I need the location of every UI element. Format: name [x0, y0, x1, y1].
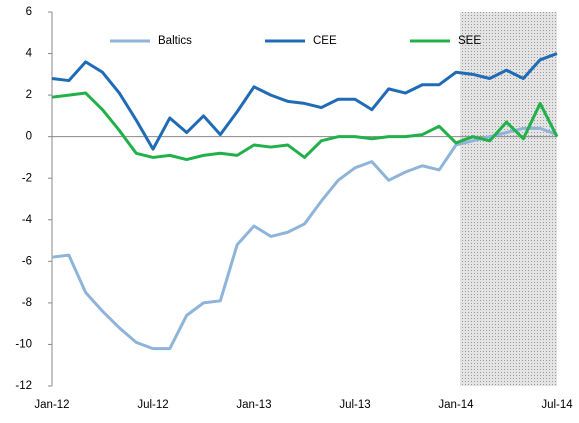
legend-label: SEE [458, 35, 481, 47]
y-tick-label: 0 [26, 131, 32, 143]
x-tick-label: Jan-14 [438, 399, 474, 411]
y-tick-label: -12 [15, 380, 32, 392]
y-tick-label: -10 [15, 338, 32, 350]
series-line [51, 126, 558, 351]
y-tick-label: 6 [26, 6, 32, 18]
x-tick-label: Jan-13 [236, 399, 271, 411]
x-tick-label: Jan-12 [34, 399, 69, 411]
y-tick-label: -8 [22, 297, 32, 309]
x-tick-label: Jul-14 [541, 399, 573, 411]
legend-label: CEE [313, 35, 337, 47]
y-tick-label: -6 [22, 255, 32, 267]
legend-label: Baltics [158, 35, 192, 47]
y-tick-label: -4 [22, 214, 33, 226]
series-line [51, 52, 558, 151]
series-line [51, 91, 559, 162]
x-tick-label: Jul-13 [339, 399, 370, 411]
y-tick-label: 2 [26, 89, 32, 101]
y-tick-label: -2 [22, 172, 32, 184]
shaded-region [460, 12, 557, 386]
y-tick-label: 4 [26, 48, 33, 60]
x-tick-label: Jul-12 [137, 399, 168, 411]
